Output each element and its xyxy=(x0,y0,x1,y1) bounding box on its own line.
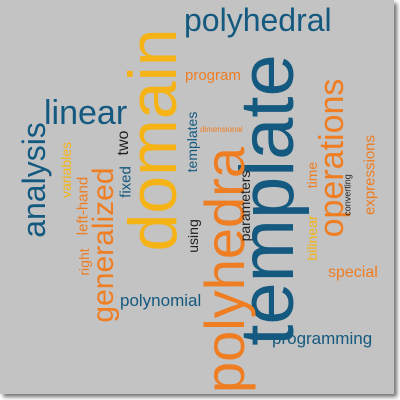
word-dimensional: dimensional xyxy=(200,125,243,134)
word-generalized: generalized xyxy=(87,167,120,323)
word-templates: templates xyxy=(184,111,200,173)
word-cloud: polyhedral program linear dimensional po… xyxy=(0,0,394,394)
word-bilinear: bilinear xyxy=(304,215,320,261)
word-right: right xyxy=(76,248,92,276)
word-polyhedral: polyhedral xyxy=(184,2,332,38)
word-program: program xyxy=(185,67,241,84)
word-analysis: analysis xyxy=(16,122,52,238)
word-special: special xyxy=(328,264,378,281)
word-fixed: fixed xyxy=(117,166,135,198)
word-polynomial: polynomial xyxy=(120,291,202,310)
word-two: two xyxy=(115,130,132,156)
word-time: time xyxy=(304,161,320,189)
word-variables: variables xyxy=(58,141,74,199)
word-linear: linear xyxy=(44,94,128,132)
word-converting: converting xyxy=(342,174,353,216)
word-using: using xyxy=(185,219,201,253)
word-left-hand: left-hand xyxy=(74,176,92,236)
word-programming: programming xyxy=(272,329,373,348)
word-expressions: expressions xyxy=(361,134,379,216)
word-parameters: parameters xyxy=(237,170,253,242)
